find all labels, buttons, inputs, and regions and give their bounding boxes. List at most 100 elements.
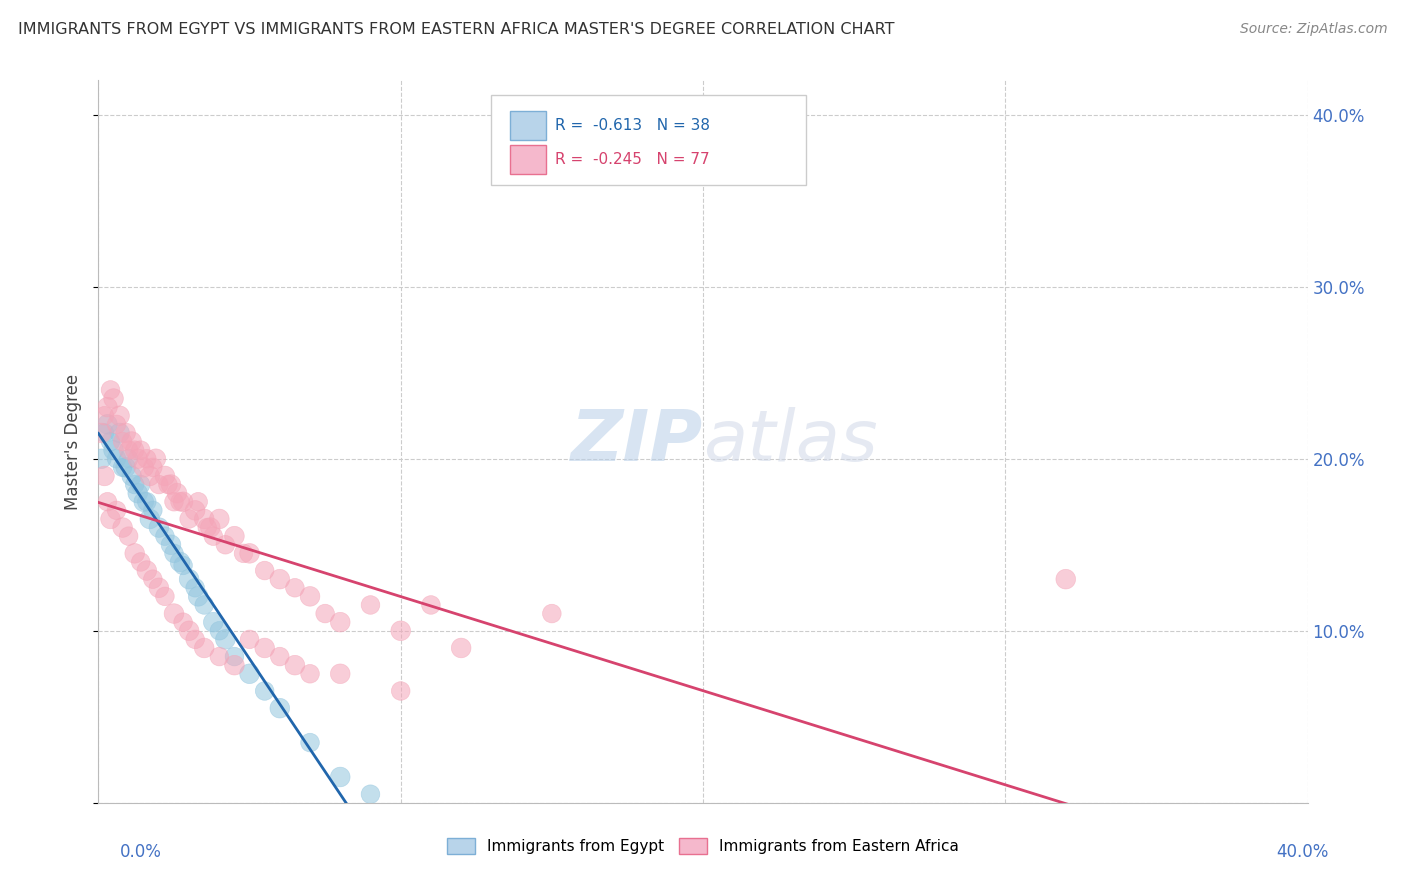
Point	[187, 494, 209, 508]
Point	[202, 615, 225, 630]
Point	[202, 529, 225, 543]
Point	[224, 658, 246, 673]
Point	[172, 615, 194, 630]
Point	[284, 581, 307, 595]
Point	[124, 546, 146, 560]
Point	[139, 469, 162, 483]
Point	[121, 434, 143, 449]
Point	[96, 494, 118, 508]
Point	[100, 383, 122, 397]
Point	[253, 564, 276, 578]
Point	[105, 503, 128, 517]
Point	[132, 460, 155, 475]
Text: R =  -0.245   N = 77: R = -0.245 N = 77	[555, 153, 710, 168]
Point	[208, 649, 231, 664]
Point	[163, 546, 186, 560]
Point	[329, 615, 352, 630]
Point	[153, 469, 176, 483]
Point	[420, 598, 443, 612]
Point	[450, 640, 472, 655]
Point	[118, 529, 141, 543]
Point	[195, 520, 218, 534]
Point	[224, 529, 246, 543]
Point	[329, 666, 352, 681]
Text: atlas: atlas	[703, 407, 877, 476]
Point	[193, 640, 215, 655]
Point	[124, 443, 146, 458]
Point	[105, 451, 128, 466]
Point	[172, 494, 194, 508]
Text: 40.0%: 40.0%	[1277, 843, 1329, 861]
Text: ZIP: ZIP	[571, 407, 703, 476]
Point	[208, 512, 231, 526]
Point	[132, 494, 155, 508]
Legend: Immigrants from Egypt, Immigrants from Eastern Africa: Immigrants from Egypt, Immigrants from E…	[441, 832, 965, 860]
Point	[284, 658, 307, 673]
Point	[124, 477, 146, 491]
Point	[111, 520, 134, 534]
Point	[118, 443, 141, 458]
Point	[118, 451, 141, 466]
Point	[253, 684, 276, 698]
Point	[163, 607, 186, 621]
Point	[100, 434, 122, 449]
Point	[269, 649, 291, 664]
Point	[96, 400, 118, 414]
Point	[93, 469, 115, 483]
Point	[142, 503, 165, 517]
Point	[127, 486, 149, 500]
Point	[93, 425, 115, 440]
Point	[187, 590, 209, 604]
FancyBboxPatch shape	[492, 95, 806, 185]
Point	[160, 477, 183, 491]
Point	[139, 512, 162, 526]
Point	[389, 624, 412, 638]
Point	[232, 546, 254, 560]
Point	[96, 417, 118, 432]
Point	[163, 494, 186, 508]
Point	[239, 632, 262, 647]
Point	[172, 558, 194, 573]
Point	[239, 666, 262, 681]
Point	[108, 409, 131, 423]
Y-axis label: Master's Degree: Master's Degree	[65, 374, 83, 509]
Point	[142, 460, 165, 475]
Point	[299, 666, 322, 681]
Point	[93, 409, 115, 423]
Point	[129, 555, 152, 569]
Point	[114, 460, 136, 475]
Point	[153, 590, 176, 604]
Point	[108, 425, 131, 440]
Point	[145, 451, 167, 466]
Point	[360, 787, 382, 801]
Point	[179, 572, 201, 586]
Point	[135, 564, 157, 578]
Point	[389, 684, 412, 698]
Point	[153, 529, 176, 543]
Point	[314, 607, 336, 621]
Text: 0.0%: 0.0%	[120, 843, 162, 861]
Point	[224, 649, 246, 664]
Point	[214, 632, 236, 647]
FancyBboxPatch shape	[509, 111, 546, 139]
Point	[208, 624, 231, 638]
Point	[184, 503, 207, 517]
Point	[269, 701, 291, 715]
Text: R =  -0.613   N = 38: R = -0.613 N = 38	[555, 118, 710, 133]
Point	[360, 598, 382, 612]
Point	[105, 417, 128, 432]
Point	[166, 486, 188, 500]
Point	[179, 512, 201, 526]
Point	[200, 520, 222, 534]
Point	[114, 425, 136, 440]
Point	[135, 494, 157, 508]
Point	[253, 640, 276, 655]
Point	[111, 434, 134, 449]
FancyBboxPatch shape	[509, 145, 546, 174]
Point	[329, 770, 352, 784]
Point	[184, 632, 207, 647]
Point	[239, 546, 262, 560]
Text: IMMIGRANTS FROM EGYPT VS IMMIGRANTS FROM EASTERN AFRICA MASTER'S DEGREE CORRELAT: IMMIGRANTS FROM EGYPT VS IMMIGRANTS FROM…	[18, 22, 894, 37]
Point	[169, 555, 191, 569]
Point	[156, 477, 179, 491]
